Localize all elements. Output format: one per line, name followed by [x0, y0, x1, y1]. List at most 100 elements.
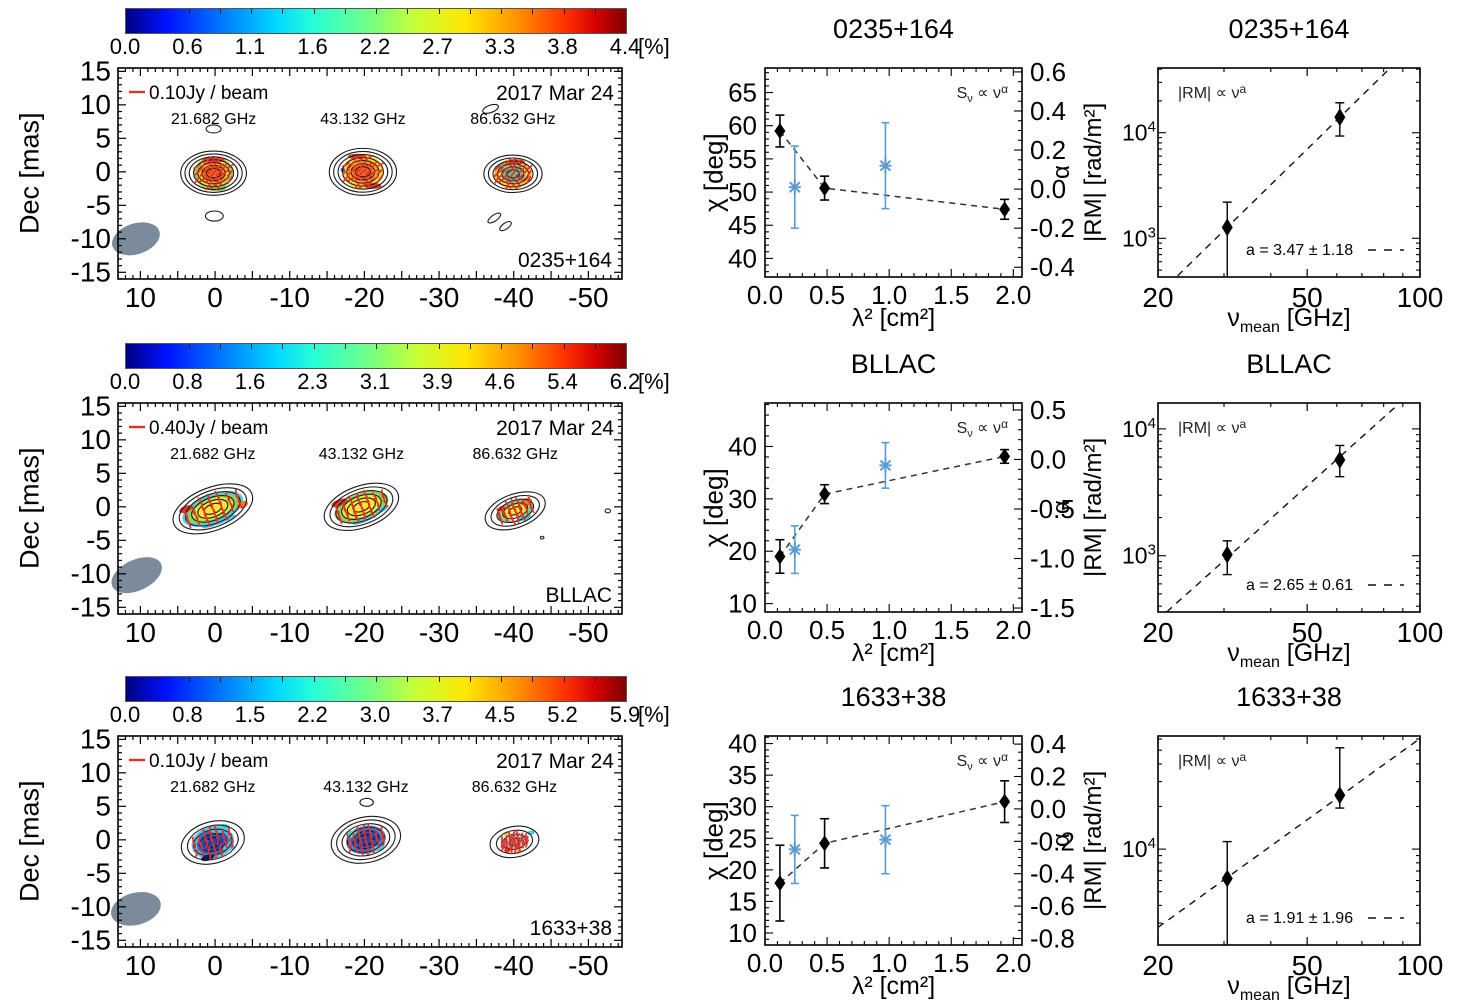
colorbar-tick — [594, 677, 596, 682]
svg-text:-10: -10 — [269, 282, 309, 313]
svg-text:-5: -5 — [86, 189, 111, 220]
colorbar-tick — [313, 677, 315, 682]
svg-text:-0.2: -0.2 — [1030, 826, 1075, 856]
svg-text:0.5: 0.5 — [1030, 395, 1066, 425]
svg-text:43.132 GHz: 43.132 GHz — [319, 446, 404, 463]
colorbar-gradient — [125, 8, 627, 34]
colorbar-tick — [438, 9, 440, 14]
svg-text:100: 100 — [1397, 950, 1444, 981]
svg-text:21.682 GHz: 21.682 GHz — [170, 779, 255, 796]
colorbar-tick-label: 3.3 — [484, 34, 516, 59]
svg-text:|RM| ∝ νa: |RM| ∝ νa — [1178, 750, 1247, 770]
svg-text:-1.0: -1.0 — [1030, 544, 1075, 574]
colorbar-tick-label: 3.7 — [422, 702, 453, 727]
colorbar-tick-label: 0.0 — [109, 369, 141, 394]
colorbar-tick-label: 0.8 — [172, 702, 203, 727]
rm-x-axis-label: νmean [GHz] — [1158, 304, 1420, 337]
chi-plot-title: BLLAC — [850, 349, 937, 379]
colorbar-tick — [188, 344, 190, 349]
svg-text:0235+164: 0235+164 — [518, 249, 612, 272]
svg-text:-50: -50 — [568, 282, 608, 313]
rm-x-axis-label: νmean [GHz] — [1158, 972, 1420, 1004]
svg-text:0.4: 0.4 — [1030, 96, 1066, 126]
svg-text:a = 2.65 ± 0.61: a = 2.65 ± 0.61 — [1246, 577, 1353, 594]
chi-x-axis-label: λ² [cm²] — [851, 972, 936, 1000]
svg-text:-15: -15 — [71, 591, 111, 622]
svg-text:35: 35 — [728, 760, 757, 790]
rm-y-axis-label: |RM| [rad/m²] — [1080, 437, 1107, 578]
svg-text:-0.2: -0.2 — [1030, 213, 1075, 243]
figure-row-bllac: 0.0 0.8 1.6 2.3 3.1 3.9 4.6 5.4 6.2 [%] Dec [mas… — [0, 335, 1462, 671]
svg-text:104: 104 — [1122, 119, 1156, 146]
nu-symbol: ν — [1227, 972, 1240, 1000]
colorbar-tick-label: 3.9 — [422, 369, 453, 394]
svg-text:55: 55 — [728, 144, 757, 174]
chi-x-axis-label: λ² [cm²] — [851, 304, 936, 332]
svg-text:25: 25 — [728, 823, 757, 853]
svg-text:-30: -30 — [419, 282, 459, 313]
alpha-axis-label: α — [1048, 165, 1075, 180]
chi-y-axis-label: χ [deg] — [698, 468, 729, 547]
colorbar-tick — [313, 9, 315, 14]
svg-text:5: 5 — [95, 790, 111, 821]
svg-text:-5: -5 — [86, 524, 111, 555]
colorbar-gradient — [125, 343, 627, 369]
svg-text:-20: -20 — [344, 617, 384, 648]
colorbar-tick — [376, 9, 377, 14]
svg-text:2.0: 2.0 — [995, 280, 1031, 310]
svg-text:21.682 GHz: 21.682 GHz — [170, 446, 255, 463]
rm-plot-title: 0235+164 — [1228, 14, 1350, 44]
colorbar-tick — [157, 344, 159, 349]
svg-text:0: 0 — [95, 156, 111, 187]
colorbar-tick-label: 2.2 — [297, 702, 328, 727]
svg-text:30: 30 — [728, 484, 757, 514]
nu-subscript: mean — [1239, 987, 1280, 1004]
nu-unit: [GHz] — [1279, 639, 1351, 667]
colorbar-tick — [157, 677, 159, 682]
svg-text:-0.5: -0.5 — [1030, 494, 1075, 524]
svg-text:-10: -10 — [269, 950, 309, 981]
svg-text:-40: -40 — [493, 282, 533, 313]
colorbar-tick — [594, 344, 596, 349]
svg-text:-40: -40 — [493, 617, 533, 648]
rm-plot-title: 1633+38 — [1236, 682, 1342, 712]
colorbar-unit: [%] — [638, 369, 670, 394]
svg-text:20: 20 — [1142, 617, 1173, 648]
colorbar-tick-label: 0.0 — [109, 34, 141, 59]
map-y-axis-label: Dec [mas] — [14, 780, 45, 903]
svg-text:104: 104 — [1122, 415, 1156, 442]
svg-text:0.0: 0.0 — [747, 948, 783, 978]
svg-text:a = 1.91 ± 1.96: a = 1.91 ± 1.96 — [1246, 910, 1353, 927]
rm-plot-title: BLLAC — [1246, 349, 1332, 379]
svg-text:-15: -15 — [71, 924, 111, 955]
svg-text:0.0: 0.0 — [1030, 444, 1066, 474]
svg-text:15: 15 — [80, 723, 111, 754]
colorbar-tick-label: 5.4 — [547, 369, 578, 394]
colorbar-tick — [532, 677, 534, 682]
map-y-axis-label: Dec [mas] — [14, 112, 45, 235]
map-y-axis-label: Dec [mas] — [14, 447, 45, 570]
svg-text:-0.8: -0.8 — [1030, 924, 1075, 954]
svg-text:Sν ∝ να: Sν ∝ να — [957, 82, 1009, 105]
colorbar-tick — [188, 677, 190, 682]
svg-text:1.0: 1.0 — [871, 280, 907, 310]
svg-text:30: 30 — [728, 792, 757, 822]
colorbar-tick — [501, 344, 502, 349]
colorbar-tick-label: 2.7 — [422, 34, 453, 59]
nu-subscript: mean — [1239, 319, 1280, 336]
svg-text:10: 10 — [125, 282, 156, 313]
svg-text:0.40Jy / beam: 0.40Jy / beam — [149, 418, 268, 439]
colorbar-tick — [469, 9, 471, 14]
svg-text:0.5: 0.5 — [809, 280, 845, 310]
colorbar-tick — [313, 344, 315, 349]
colorbar-tick — [188, 9, 190, 14]
svg-text:0: 0 — [207, 617, 223, 648]
colorbar-tick — [501, 9, 502, 14]
colorbar-tick-label: 3.1 — [359, 369, 391, 394]
svg-text:103: 103 — [1122, 224, 1156, 251]
colorbar-scale: 0.0 0.6 1.1 1.6 2.2 2.7 3.3 3.8 4.4 — [110, 34, 641, 60]
colorbar-tick-label: 0.6 — [172, 34, 203, 59]
svg-text:1.0: 1.0 — [871, 948, 907, 978]
svg-text:5: 5 — [95, 122, 111, 153]
colorbar-tick-label: 0.0 — [109, 702, 141, 727]
